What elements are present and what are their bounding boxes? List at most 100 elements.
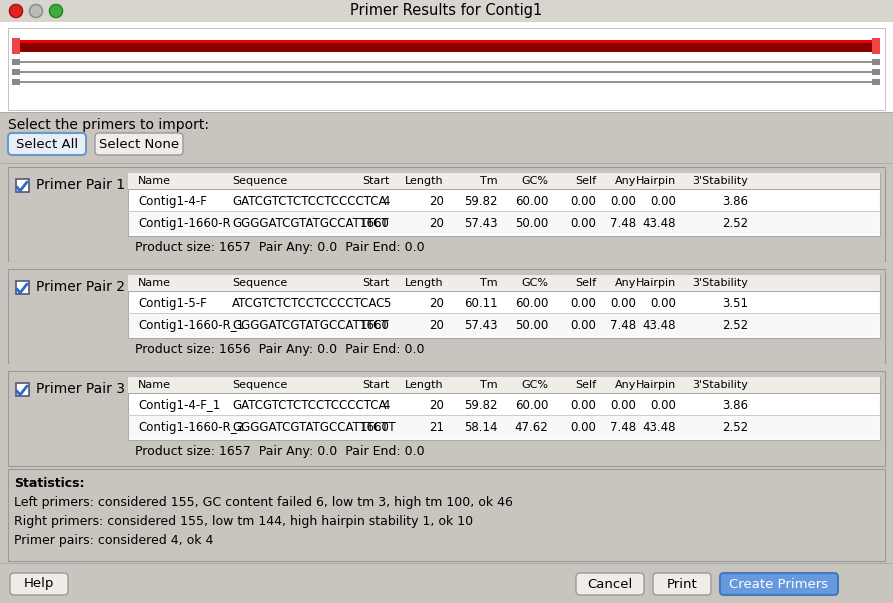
Text: 20: 20 [430,195,444,208]
Text: GC%: GC% [521,380,548,390]
Bar [0,5,893,6]
Bar [12,59,20,65]
Bar [0,8,893,9]
Text: 7.48: 7.48 [610,217,636,230]
Text: 0.00: 0.00 [610,297,636,310]
Bar [872,59,880,65]
Text: 0.00: 0.00 [650,297,676,310]
Bar [0,17,893,18]
Text: 3.86: 3.86 [722,399,748,412]
Text: Product size: 1656  Pair Any: 0.0  Pair End: 0.0: Product size: 1656 Pair Any: 0.0 Pair En… [135,343,424,356]
Bar [16,281,29,294]
Bar [129,212,879,234]
Text: Hairpin: Hairpin [636,380,676,390]
Bar [0,1,893,2]
Text: GGGGATCGTATGCCATTTCT: GGGGATCGTATGCCATTTCT [232,217,388,230]
Text: 2.52: 2.52 [722,217,748,230]
Text: 7.48: 7.48 [610,421,636,434]
Bar [0,364,893,372]
Bar [872,38,880,54]
Bar [129,190,879,212]
Text: Any: Any [614,380,636,390]
Bar [0,0,893,1]
Bar [0,163,893,164]
Text: 7.48: 7.48 [610,319,636,332]
Text: Left primers: considered 155, GC content failed 6, low tm 3, high tm 100, ok 46: Left primers: considered 155, GC content… [14,496,513,509]
Text: 20: 20 [430,297,444,310]
Text: Self: Self [575,380,596,390]
Bar [129,292,879,314]
Text: Any: Any [614,176,636,186]
Text: 57.43: 57.43 [464,217,498,230]
Text: Print: Print [667,578,697,590]
FancyBboxPatch shape [576,573,644,595]
Text: Create Primers: Create Primers [730,578,829,590]
Text: 0.00: 0.00 [650,195,676,208]
Bar [0,3,893,4]
Bar [128,173,880,236]
Text: 0.00: 0.00 [610,399,636,412]
Bar [0,7,893,8]
Text: 5: 5 [382,297,390,310]
Bar [16,383,29,396]
Bar [0,10,893,11]
Text: 0.00: 0.00 [570,195,596,208]
FancyBboxPatch shape [653,573,711,595]
Text: 43.48: 43.48 [642,319,676,332]
Text: Select None: Select None [99,137,179,151]
Text: 43.48: 43.48 [642,421,676,434]
Text: Hairpin: Hairpin [636,176,676,186]
Text: 60.11: 60.11 [464,297,498,310]
Bar [0,262,893,270]
Text: 3'Stability: 3'Stability [692,176,748,186]
Text: 0.00: 0.00 [570,297,596,310]
Bar [128,313,880,314]
Text: 2.52: 2.52 [722,421,748,434]
Text: Contig1-4-F_1: Contig1-4-F_1 [138,399,221,412]
Circle shape [49,4,63,17]
Bar [16,179,29,192]
FancyBboxPatch shape [8,133,86,155]
Bar [872,69,880,75]
Text: Length: Length [405,380,444,390]
FancyBboxPatch shape [720,573,838,595]
Text: 47.62: 47.62 [514,421,548,434]
FancyBboxPatch shape [95,133,183,155]
Text: Start: Start [363,176,390,186]
Bar [128,291,880,292]
Text: Self: Self [575,176,596,186]
Text: Cancel: Cancel [588,578,632,590]
Bar [18,40,872,43]
Text: Contig1-1660-R_1: Contig1-1660-R_1 [138,319,244,332]
Text: 2.52: 2.52 [722,319,748,332]
Text: Primer Results for Contig1: Primer Results for Contig1 [350,4,542,19]
Bar [0,21,893,22]
Text: 4: 4 [382,399,390,412]
Text: 60.00: 60.00 [514,399,548,412]
Bar [0,15,893,16]
Bar [0,112,893,603]
Bar [8,371,885,466]
Text: Start: Start [363,278,390,288]
Bar [8,269,885,364]
Text: 4: 4 [382,195,390,208]
Bar [129,314,879,336]
Text: ATCGTCTCTCCTCCCCTCAC: ATCGTCTCTCCTCCCCTCAC [232,297,386,310]
Bar [128,377,880,393]
Text: 0.00: 0.00 [570,421,596,434]
Bar [18,40,872,52]
Text: Sequence: Sequence [232,380,288,390]
Bar [128,415,880,416]
Bar [0,9,893,10]
Text: GC%: GC% [521,278,548,288]
Text: Length: Length [405,278,444,288]
Text: Tm: Tm [480,278,498,288]
Text: Primer Pair 2: Primer Pair 2 [36,280,125,294]
Text: GATCGTCTCTCCTCCCCTCA: GATCGTCTCTCCTCCCCTCA [232,195,387,208]
Text: 0.00: 0.00 [650,399,676,412]
Text: 3'Stability: 3'Stability [692,278,748,288]
FancyBboxPatch shape [10,573,68,595]
Text: 3.51: 3.51 [722,297,748,310]
Text: 59.82: 59.82 [464,195,498,208]
Text: 0.00: 0.00 [610,195,636,208]
